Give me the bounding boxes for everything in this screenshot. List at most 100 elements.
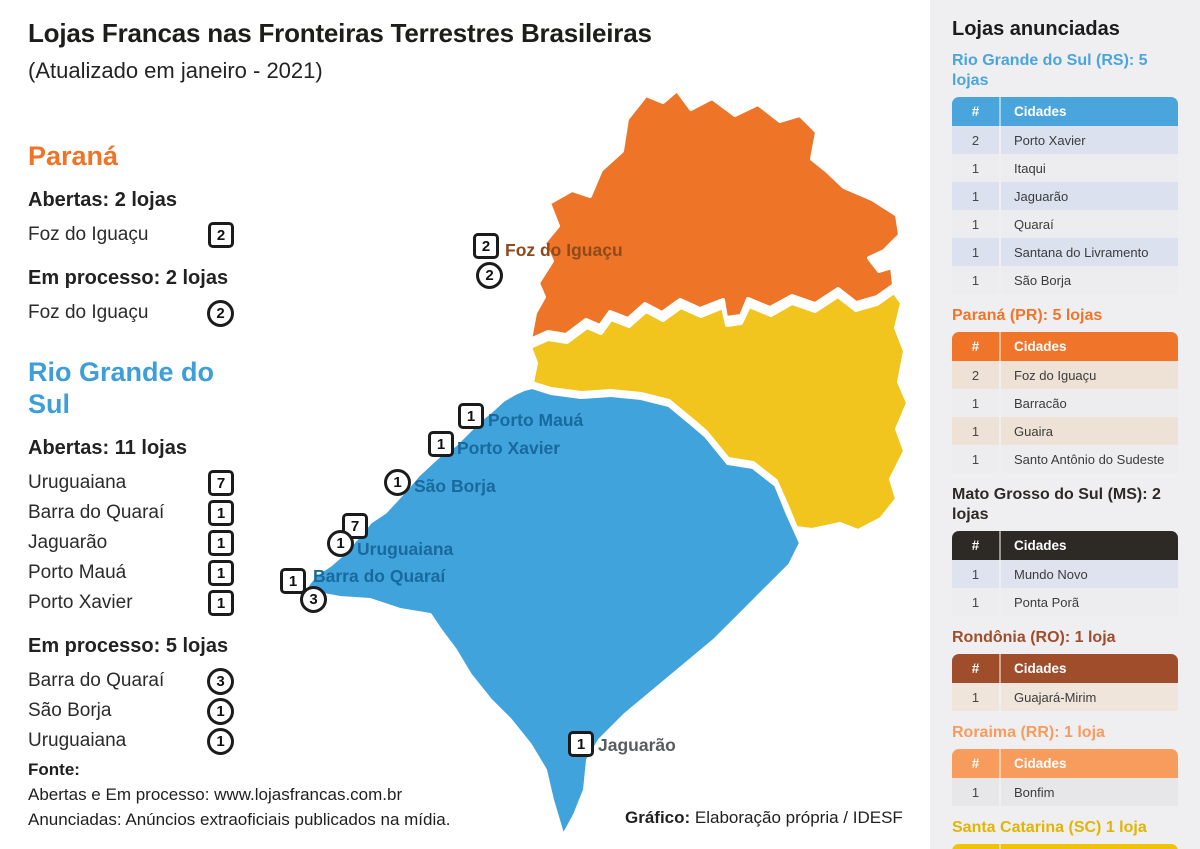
sidebar-section-title: Santa Catarina (SC) 1 loja: [952, 819, 1147, 836]
page-title: Lojas Francas nas Fronteiras Terrestres …: [28, 18, 652, 48]
legend-city-label: Uruguaiana: [28, 730, 127, 751]
column-header-cities: Cidades: [999, 844, 1178, 849]
credit-line: Gráfico: Elaboração própria / IDESF: [625, 808, 903, 828]
cell-city: Santana do Livramento: [999, 238, 1178, 266]
sidebar-table-head: #Cidades: [952, 844, 1178, 849]
cell-city: Mundo Novo: [999, 560, 1178, 588]
sidebar-table-header-row: #Cidades: [952, 749, 1178, 778]
sidebar-table-body: 1 Guajará-Mirim: [952, 683, 1178, 711]
sidebar-title: Lojas anunciadas: [952, 18, 1120, 40]
legend-group: Abertas: 11 lojas Uruguaiana 7 Barra do Qua…: [28, 436, 234, 618]
column-header-cities: Cidades: [999, 332, 1178, 361]
sidebar-section-title: Rio Grande do Sul (RS): 5 lojas: [952, 52, 1148, 89]
legend-group: Em processo: 2 lojas Foz do Iguaçu 2: [28, 266, 234, 328]
table-row: 1 Quaraí: [952, 210, 1178, 238]
legend-group-title: Em processo: 5 lojas: [28, 635, 229, 657]
legend-city-label: Barra do Quaraí: [28, 502, 165, 523]
cell-city: Porto Xavier: [999, 126, 1178, 154]
sidebar-table-body: 2 Porto Xavier 1 Itaqui 1 Jaguarão 1 Quaraí 1 San…: [952, 126, 1178, 294]
header: Lojas Francas nas Fronteiras Terrestres …: [28, 18, 652, 84]
cell-count: 1: [971, 566, 980, 582]
cell-city: Guaira: [999, 417, 1178, 445]
sidebar-table-header-row: #Cidades: [952, 531, 1178, 560]
sidebar-table-head: #Cidades: [952, 749, 1178, 778]
column-header-count: #: [952, 97, 999, 126]
sidebar-sections: Rio Grande do Sul (RS): 5 lojas # Cidades 2…: [952, 51, 1178, 849]
legend-row: Foz do Iguaçu 2: [28, 298, 234, 328]
source-block: Fonte: Abertas e Em processo: www.lojasf…: [28, 757, 450, 832]
cell-city: Ponta Porã: [999, 588, 1178, 616]
cell-count: 2: [971, 132, 980, 148]
sidebar-table: # Cidades 2 Porto Xavier 1 Itaqui 1 Jaguarão 1 Qu…: [952, 97, 1178, 294]
cell-count: 1: [971, 244, 980, 260]
legend-region: Rio Grande do Sul Abertas: 11 lojas Urugua…: [28, 356, 234, 756]
sidebar-table-head: #Cidades: [952, 531, 1178, 560]
sidebar-section-title: Mato Grosso do Sul (MS): 2 lojas: [952, 486, 1161, 523]
source-label: Fonte:: [28, 760, 80, 779]
legend-panel: Paraná Abertas: 2 lojas Foz do Iguaçu 2 Em p…: [28, 140, 234, 756]
square-count-badge: 7: [208, 470, 234, 496]
legend-row: Foz do Iguaçu 2: [28, 220, 234, 250]
legend-group: Abertas: 2 lojas Foz do Iguaçu 2: [28, 188, 234, 250]
map-region-santa-catarina: [528, 290, 910, 533]
circle-count-badge: 2: [207, 299, 234, 327]
sidebar-table: # Cidades 1 Bonfim: [952, 749, 1178, 806]
cell-count: 1: [971, 423, 980, 439]
square-count-badge: 1: [208, 530, 234, 556]
table-row: 1 Jaguarão: [952, 182, 1178, 210]
legend-region-heading: Rio Grande do Sul: [28, 357, 215, 419]
cell-city: Bonfim: [999, 778, 1178, 806]
sidebar-table-body: 1 Mundo Novo 1 Ponta Porã: [952, 560, 1178, 616]
cell-city: São Borja: [999, 266, 1178, 294]
legend-group: Em processo: 5 lojas Barra do Quaraí 3 São …: [28, 634, 234, 756]
sidebar-table: # Cidades 2 Foz do Iguaçu 1 Barracão 1 Guaira 1 S…: [952, 332, 1178, 473]
cell-count: 1: [971, 451, 980, 467]
sidebar-section-title: Paraná (PR): 5 lojas: [952, 307, 1103, 324]
legend-city-label: Foz do Iguaçu: [28, 302, 149, 323]
legend-group-title: Abertas: 11 lojas: [28, 437, 187, 459]
sidebar-table-head: #Cidades: [952, 332, 1178, 361]
sidebar-table-head: #Cidades: [952, 97, 1178, 126]
legend-row: Uruguaiana 7: [28, 468, 234, 498]
sidebar-section-title: Rondônia (RO): 1 loja: [952, 629, 1116, 646]
column-header-count: #: [952, 654, 999, 683]
sidebar-section-title: Roraima (RR): 1 loja: [952, 724, 1105, 741]
table-row: 1 Barracão: [952, 389, 1178, 417]
table-row: 1 Guajará-Mirim: [952, 683, 1178, 711]
cell-count: 2: [971, 367, 980, 383]
legend-row: Barra do Quaraí 3: [28, 666, 234, 696]
legend-group-title: Em processo: 2 lojas: [28, 267, 229, 289]
source-line-abertas: Abertas e Em processo: www.lojasfrancas.…: [28, 785, 403, 804]
credit-text: Elaboração própria / IDESF: [690, 808, 903, 827]
sidebar-table-header-row: #Cidades: [952, 844, 1178, 849]
cell-count: 1: [971, 395, 980, 411]
column-header-cities: Cidades: [999, 749, 1178, 778]
legend-row: Jaguarão 1: [28, 528, 234, 558]
page-subtitle: (Atualizado em janeiro - 2021): [28, 58, 323, 83]
sidebar-table-head: #Cidades: [952, 654, 1178, 683]
cell-city: Barracão: [999, 389, 1178, 417]
cell-count: 1: [971, 784, 980, 800]
table-row: 1 Bonfim: [952, 778, 1178, 806]
border-states-map: [303, 88, 910, 839]
sidebar-table: #Cidades1Dionisio Cerqueira: [952, 844, 1178, 849]
table-row: 1 Santo Antônio do Sudeste: [952, 445, 1178, 473]
square-count-badge: 2: [208, 222, 234, 248]
column-header-count: #: [952, 531, 999, 560]
legend-city-label: Foz do Iguaçu: [28, 224, 149, 245]
cell-city: Itaqui: [999, 154, 1178, 182]
column-header-cities: Cidades: [999, 654, 1178, 683]
table-row: 1 Itaqui: [952, 154, 1178, 182]
table-row: 1 Ponta Porã: [952, 588, 1178, 616]
legend-city-label: Porto Xavier: [28, 592, 133, 613]
table-row: 1 São Borja: [952, 266, 1178, 294]
sidebar-table: # Cidades 1 Mundo Novo 1 Ponta Porã: [952, 531, 1178, 616]
source-line-anunciadas: Anunciadas: Anúncios extraoficiais publi…: [28, 810, 451, 829]
column-header-count: #: [952, 844, 999, 849]
legend-group-title: Abertas: 2 lojas: [28, 189, 177, 211]
legend-city-label: Jaguarão: [28, 532, 108, 553]
legend-row: São Borja 1: [28, 696, 234, 726]
column-header-count: #: [952, 749, 999, 778]
legend-city-label: São Borja: [28, 700, 112, 721]
